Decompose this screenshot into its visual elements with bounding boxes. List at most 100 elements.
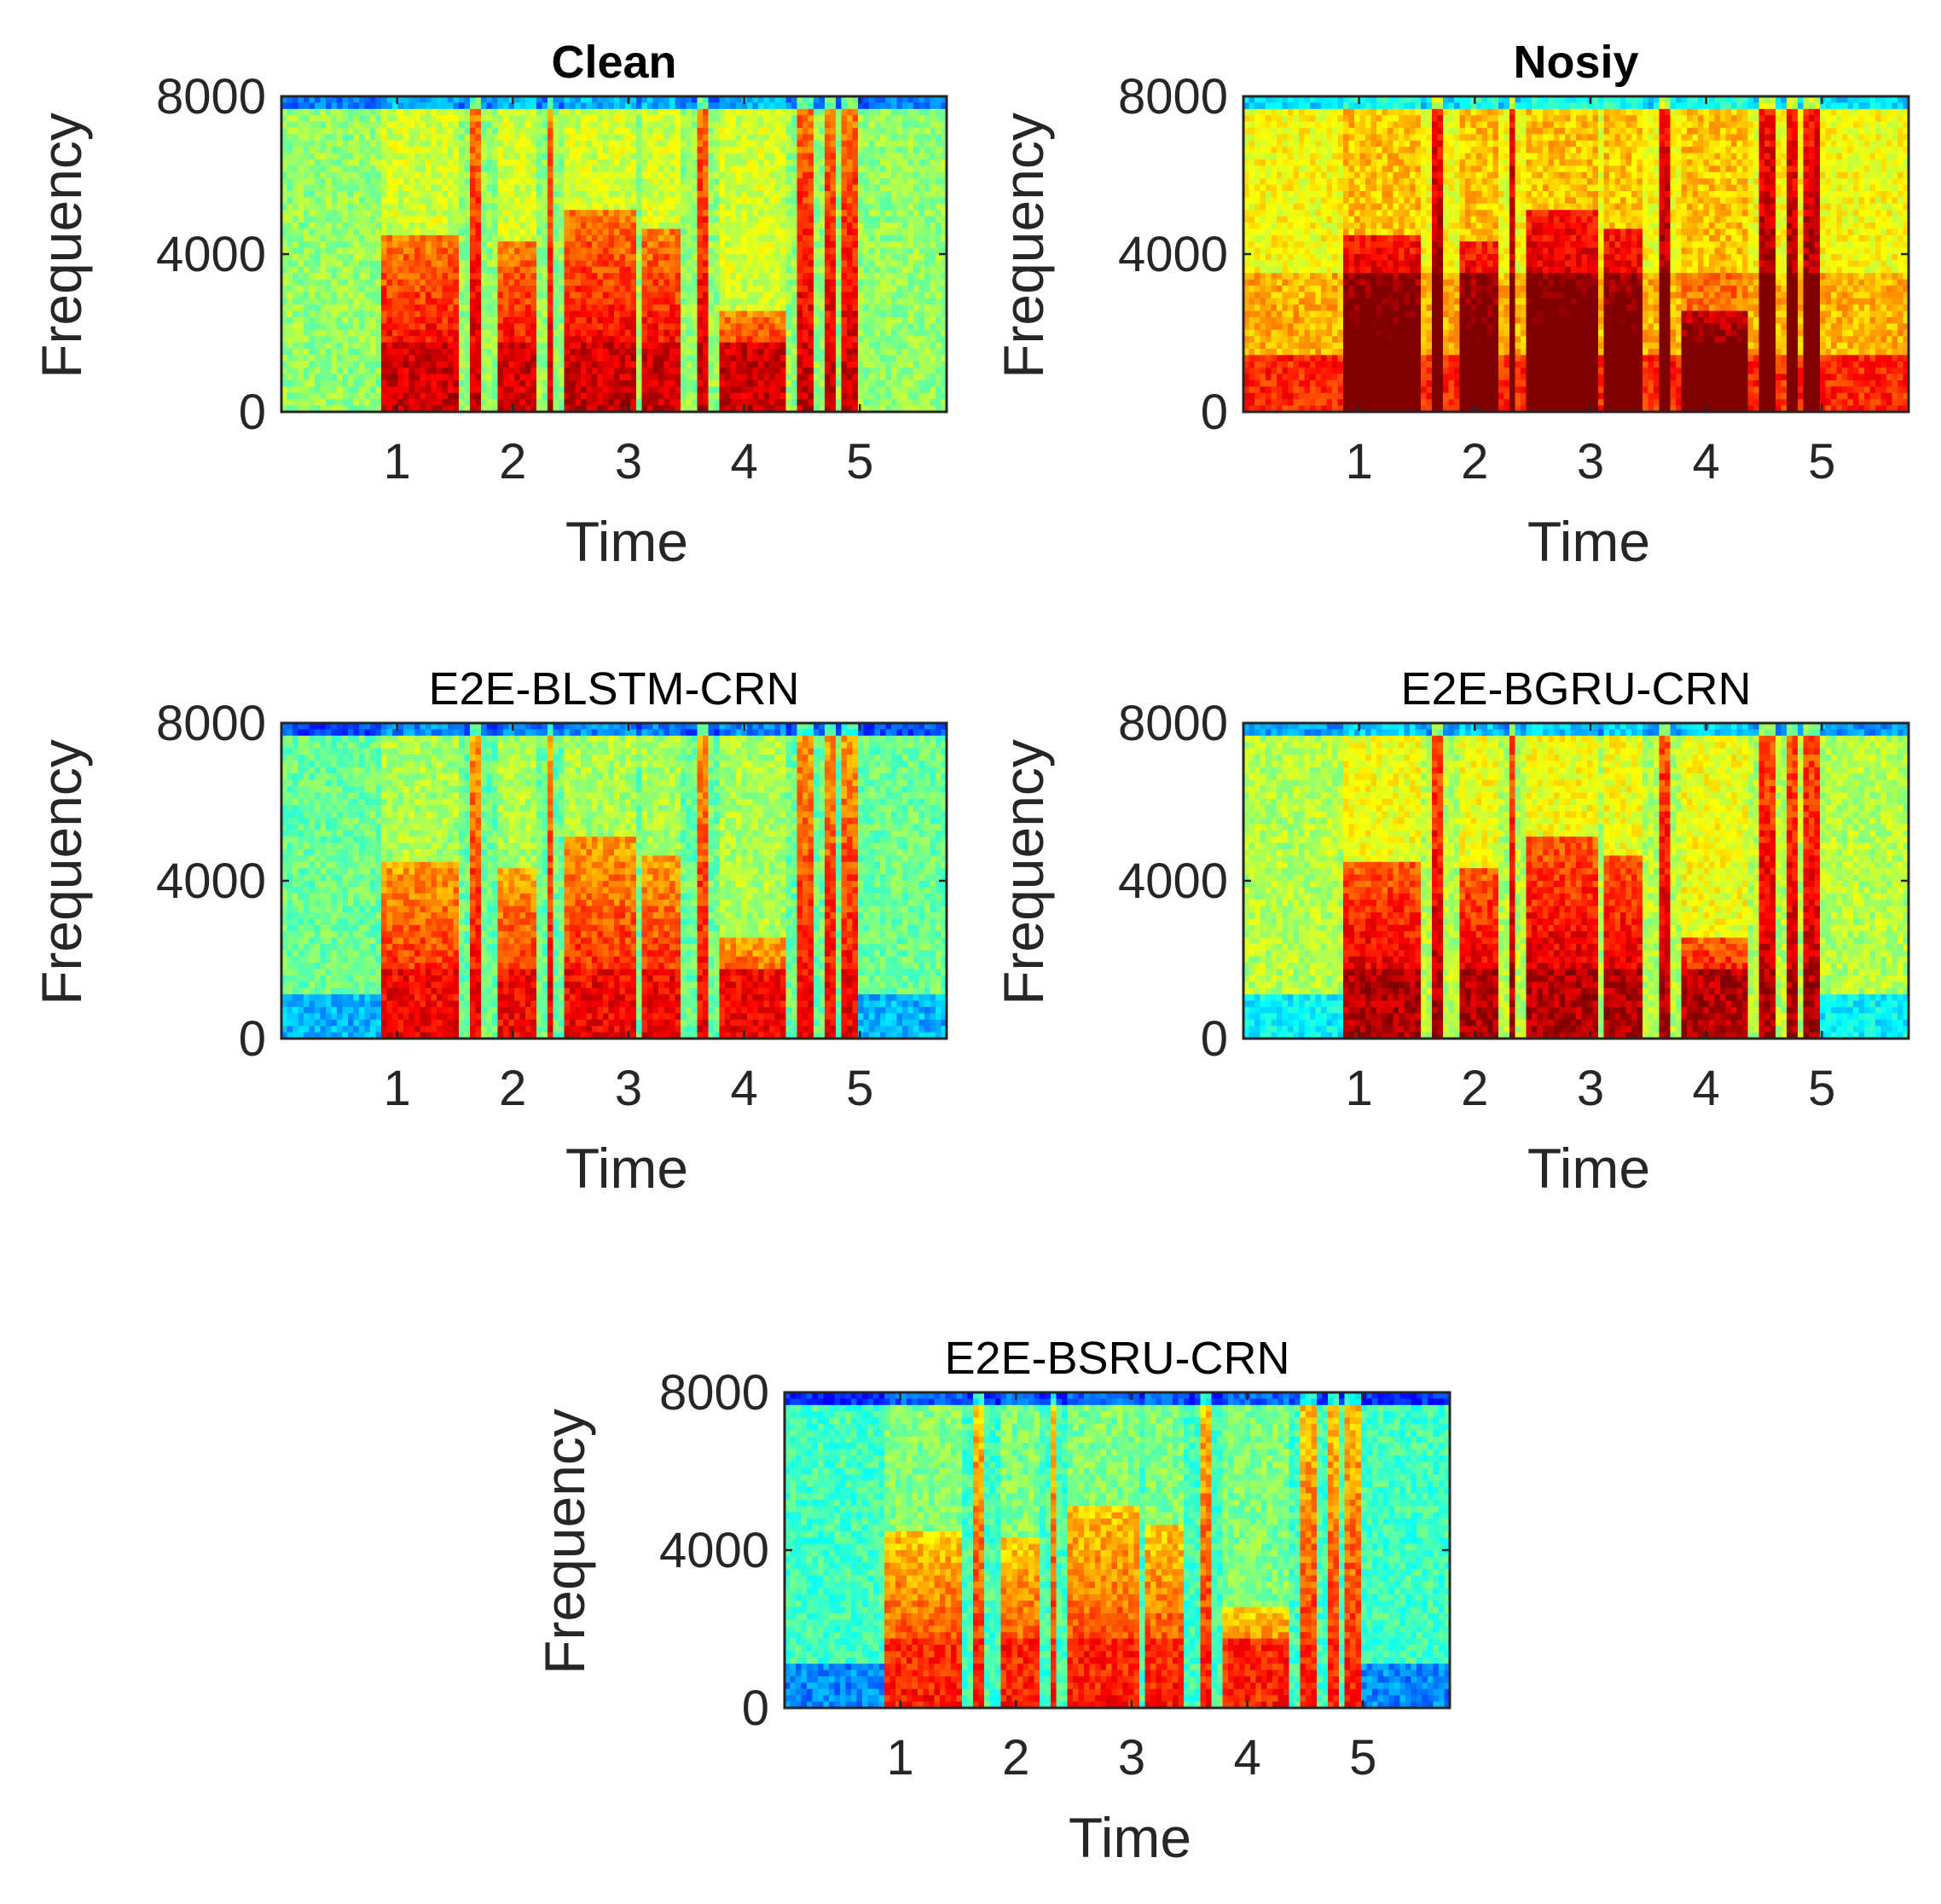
- spectrogram-cell: [503, 165, 510, 173]
- spectrogram-cell: [819, 361, 826, 368]
- spectrogram-cell: [353, 184, 360, 192]
- spectrogram-cell: [725, 171, 732, 179]
- spectrogram-cell: [342, 329, 349, 337]
- spectrogram-cell: [353, 286, 360, 292]
- spectrogram-cell: [658, 317, 665, 324]
- spectrogram-cell: [559, 286, 565, 292]
- spectrogram-cell: [570, 216, 577, 223]
- spectrogram-cell: [819, 165, 826, 173]
- spectrogram-cell: [397, 184, 404, 192]
- spectrogram-cell: [752, 336, 759, 344]
- spectrogram-cell: [686, 329, 692, 337]
- spectrogram-cell: [669, 159, 676, 166]
- spectrogram-cell: [630, 336, 637, 344]
- spectrogram-cell: [536, 260, 543, 268]
- spectrogram-cell: [503, 323, 510, 331]
- spectrogram-cell: [381, 373, 388, 381]
- spectrogram-cell: [797, 373, 803, 381]
- spectrogram-cell: [669, 229, 676, 236]
- spectrogram-cell: [542, 134, 548, 142]
- spectrogram-cell: [525, 279, 532, 286]
- spectrogram-cell: [397, 247, 404, 255]
- spectrogram-cell: [386, 273, 393, 281]
- spectrogram-cell: [619, 355, 626, 362]
- spectrogram-cell: [619, 367, 626, 375]
- spectrogram-cell: [636, 392, 643, 400]
- spectrogram-cell: [304, 367, 310, 375]
- spectrogram-cell: [747, 386, 754, 394]
- spectrogram-cell: [548, 286, 554, 292]
- spectrogram-cell: [337, 102, 344, 110]
- spectrogram-cell: [298, 134, 304, 142]
- spectrogram-cell: [530, 134, 537, 142]
- spectrogram-cell: [497, 128, 504, 135]
- spectrogram-cell: [503, 121, 510, 129]
- spectrogram-cell: [614, 171, 621, 179]
- spectrogram-cell: [736, 392, 743, 400]
- spectrogram-cell: [315, 96, 322, 103]
- spectrogram-cell: [548, 361, 554, 368]
- spectrogram-cell: [758, 223, 765, 229]
- spectrogram-cell: [619, 153, 626, 160]
- spectrogram-cell: [603, 373, 610, 381]
- spectrogram-cell: [475, 273, 482, 281]
- spectrogram-cell: [763, 102, 770, 110]
- spectrogram-cell: [747, 191, 754, 198]
- spectrogram-cell: [819, 223, 826, 229]
- spectrogram-cell: [769, 373, 776, 381]
- spectrogram-cell: [420, 361, 426, 368]
- spectrogram-cell: [625, 121, 632, 129]
- spectrogram-cell: [536, 329, 543, 337]
- spectrogram-cell: [337, 279, 344, 286]
- spectrogram-cell: [774, 260, 781, 268]
- spectrogram-cell: [592, 266, 599, 274]
- spectrogram-cell: [464, 191, 471, 198]
- spectrogram-cell: [364, 392, 371, 400]
- spectrogram-cell: [559, 140, 565, 148]
- spectrogram-cell: [536, 399, 543, 407]
- spectrogram-cell: [614, 134, 621, 142]
- spectrogram-cell: [797, 286, 803, 292]
- spectrogram-cell: [641, 317, 648, 324]
- spectrogram-cell: [331, 286, 338, 292]
- spectrogram-cell: [697, 336, 704, 344]
- spectrogram-cell: [370, 405, 377, 413]
- spectrogram-cell: [375, 273, 382, 281]
- spectrogram-cell: [364, 147, 371, 154]
- spectrogram-cell: [819, 279, 826, 286]
- spectrogram-cell: [819, 115, 826, 123]
- spectrogram-cell: [497, 96, 504, 103]
- spectrogram-cell: [459, 229, 466, 236]
- spectrogram-cell: [692, 399, 698, 407]
- spectrogram-cell: [647, 147, 654, 154]
- spectrogram-cell: [375, 392, 382, 400]
- spectrogram-cell: [492, 108, 499, 116]
- spectrogram-cell: [287, 165, 293, 173]
- spectrogram-cell: [525, 229, 532, 236]
- spectrogram-cell: [525, 191, 532, 198]
- spectrogram-cell: [819, 355, 826, 362]
- spectrogram-cell: [797, 361, 803, 368]
- spectrogram-cell: [353, 310, 360, 318]
- spectrogram-cell: [298, 273, 304, 281]
- spectrogram-cell: [364, 286, 371, 292]
- spectrogram-cell: [414, 191, 421, 198]
- spectrogram-cell: [548, 342, 554, 350]
- spectrogram-cell: [575, 102, 582, 110]
- spectrogram-cell: [586, 241, 593, 249]
- spectrogram-cell: [448, 399, 455, 407]
- spectrogram-cell: [774, 323, 781, 331]
- spectrogram-cell: [636, 286, 643, 292]
- spectrogram-cell: [337, 405, 344, 413]
- spectrogram-cell: [692, 260, 698, 268]
- spectrogram-cell: [636, 184, 643, 192]
- spectrogram-cell: [703, 171, 710, 179]
- spectrogram-cell: [304, 159, 310, 166]
- spectrogram-cell: [741, 197, 748, 205]
- spectrogram-cell: [309, 292, 316, 299]
- spectrogram-cell: [359, 373, 366, 381]
- spectrogram-cell: [747, 304, 754, 312]
- spectrogram-cell: [437, 128, 443, 135]
- spectrogram-cell: [553, 405, 559, 413]
- spectrogram-cell: [364, 121, 371, 129]
